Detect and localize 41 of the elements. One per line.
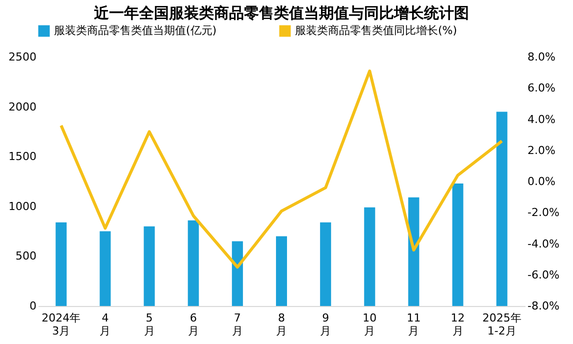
y2-tick-label: 0.0% (528, 175, 556, 188)
bar (232, 241, 243, 306)
x-tick-label: 11 月 (406, 312, 421, 338)
bar (56, 222, 67, 306)
bar (100, 231, 111, 306)
y2-tick-label: -8.0% (528, 300, 560, 312)
bar (408, 197, 420, 306)
bar (144, 226, 155, 306)
bar (496, 112, 508, 306)
x-tick-label: 2024年 3月 (42, 312, 81, 338)
y2-tick-label: -6.0% (528, 268, 560, 282)
x-tick-label: 2025年 1-2月 (482, 312, 522, 338)
x-tick-label: 4 月 (100, 312, 111, 338)
x-tick-label: 7 月 (232, 312, 243, 338)
legend-label: 服装类商品零售类值当期值(亿元) (54, 24, 217, 37)
bar (320, 222, 332, 306)
y-tick-label: 1000 (8, 200, 36, 213)
y2-tick-label: 8.0% (528, 50, 556, 64)
y2-tick-label: -4.0% (528, 237, 560, 250)
legend-label: 服装类商品零售类值同比增长(%) (295, 24, 458, 37)
y-tick-label: 0 (30, 300, 36, 312)
x-tick-label: 10 月 (362, 312, 377, 338)
bar (188, 220, 199, 306)
x-tick-label: 5 月 (144, 312, 155, 338)
x-tick-label: 6 月 (188, 312, 199, 338)
bar (452, 183, 464, 306)
x-tick-label: 9 月 (320, 312, 332, 338)
bar (276, 236, 288, 306)
y-tick-label: 1500 (8, 150, 36, 164)
y2-tick-label: 4.0% (528, 112, 556, 126)
y2-tick-label: 2.0% (528, 144, 556, 157)
y-tick-label: 2500 (8, 50, 36, 64)
y2-tick-label: 6.0% (528, 82, 556, 95)
x-tick-label: 8 月 (276, 312, 287, 338)
chart-title: 近一年全国服装类商品零售类值当期值与同比增长统计图 (93, 4, 469, 22)
line-series (60, 70, 504, 269)
y-tick-label: 500 (16, 250, 36, 263)
y2-tick-label: -2.0% (528, 206, 560, 220)
x-tick-label: 12 月 (450, 312, 465, 338)
y-tick-label: 2000 (8, 100, 36, 114)
bar (364, 207, 376, 306)
